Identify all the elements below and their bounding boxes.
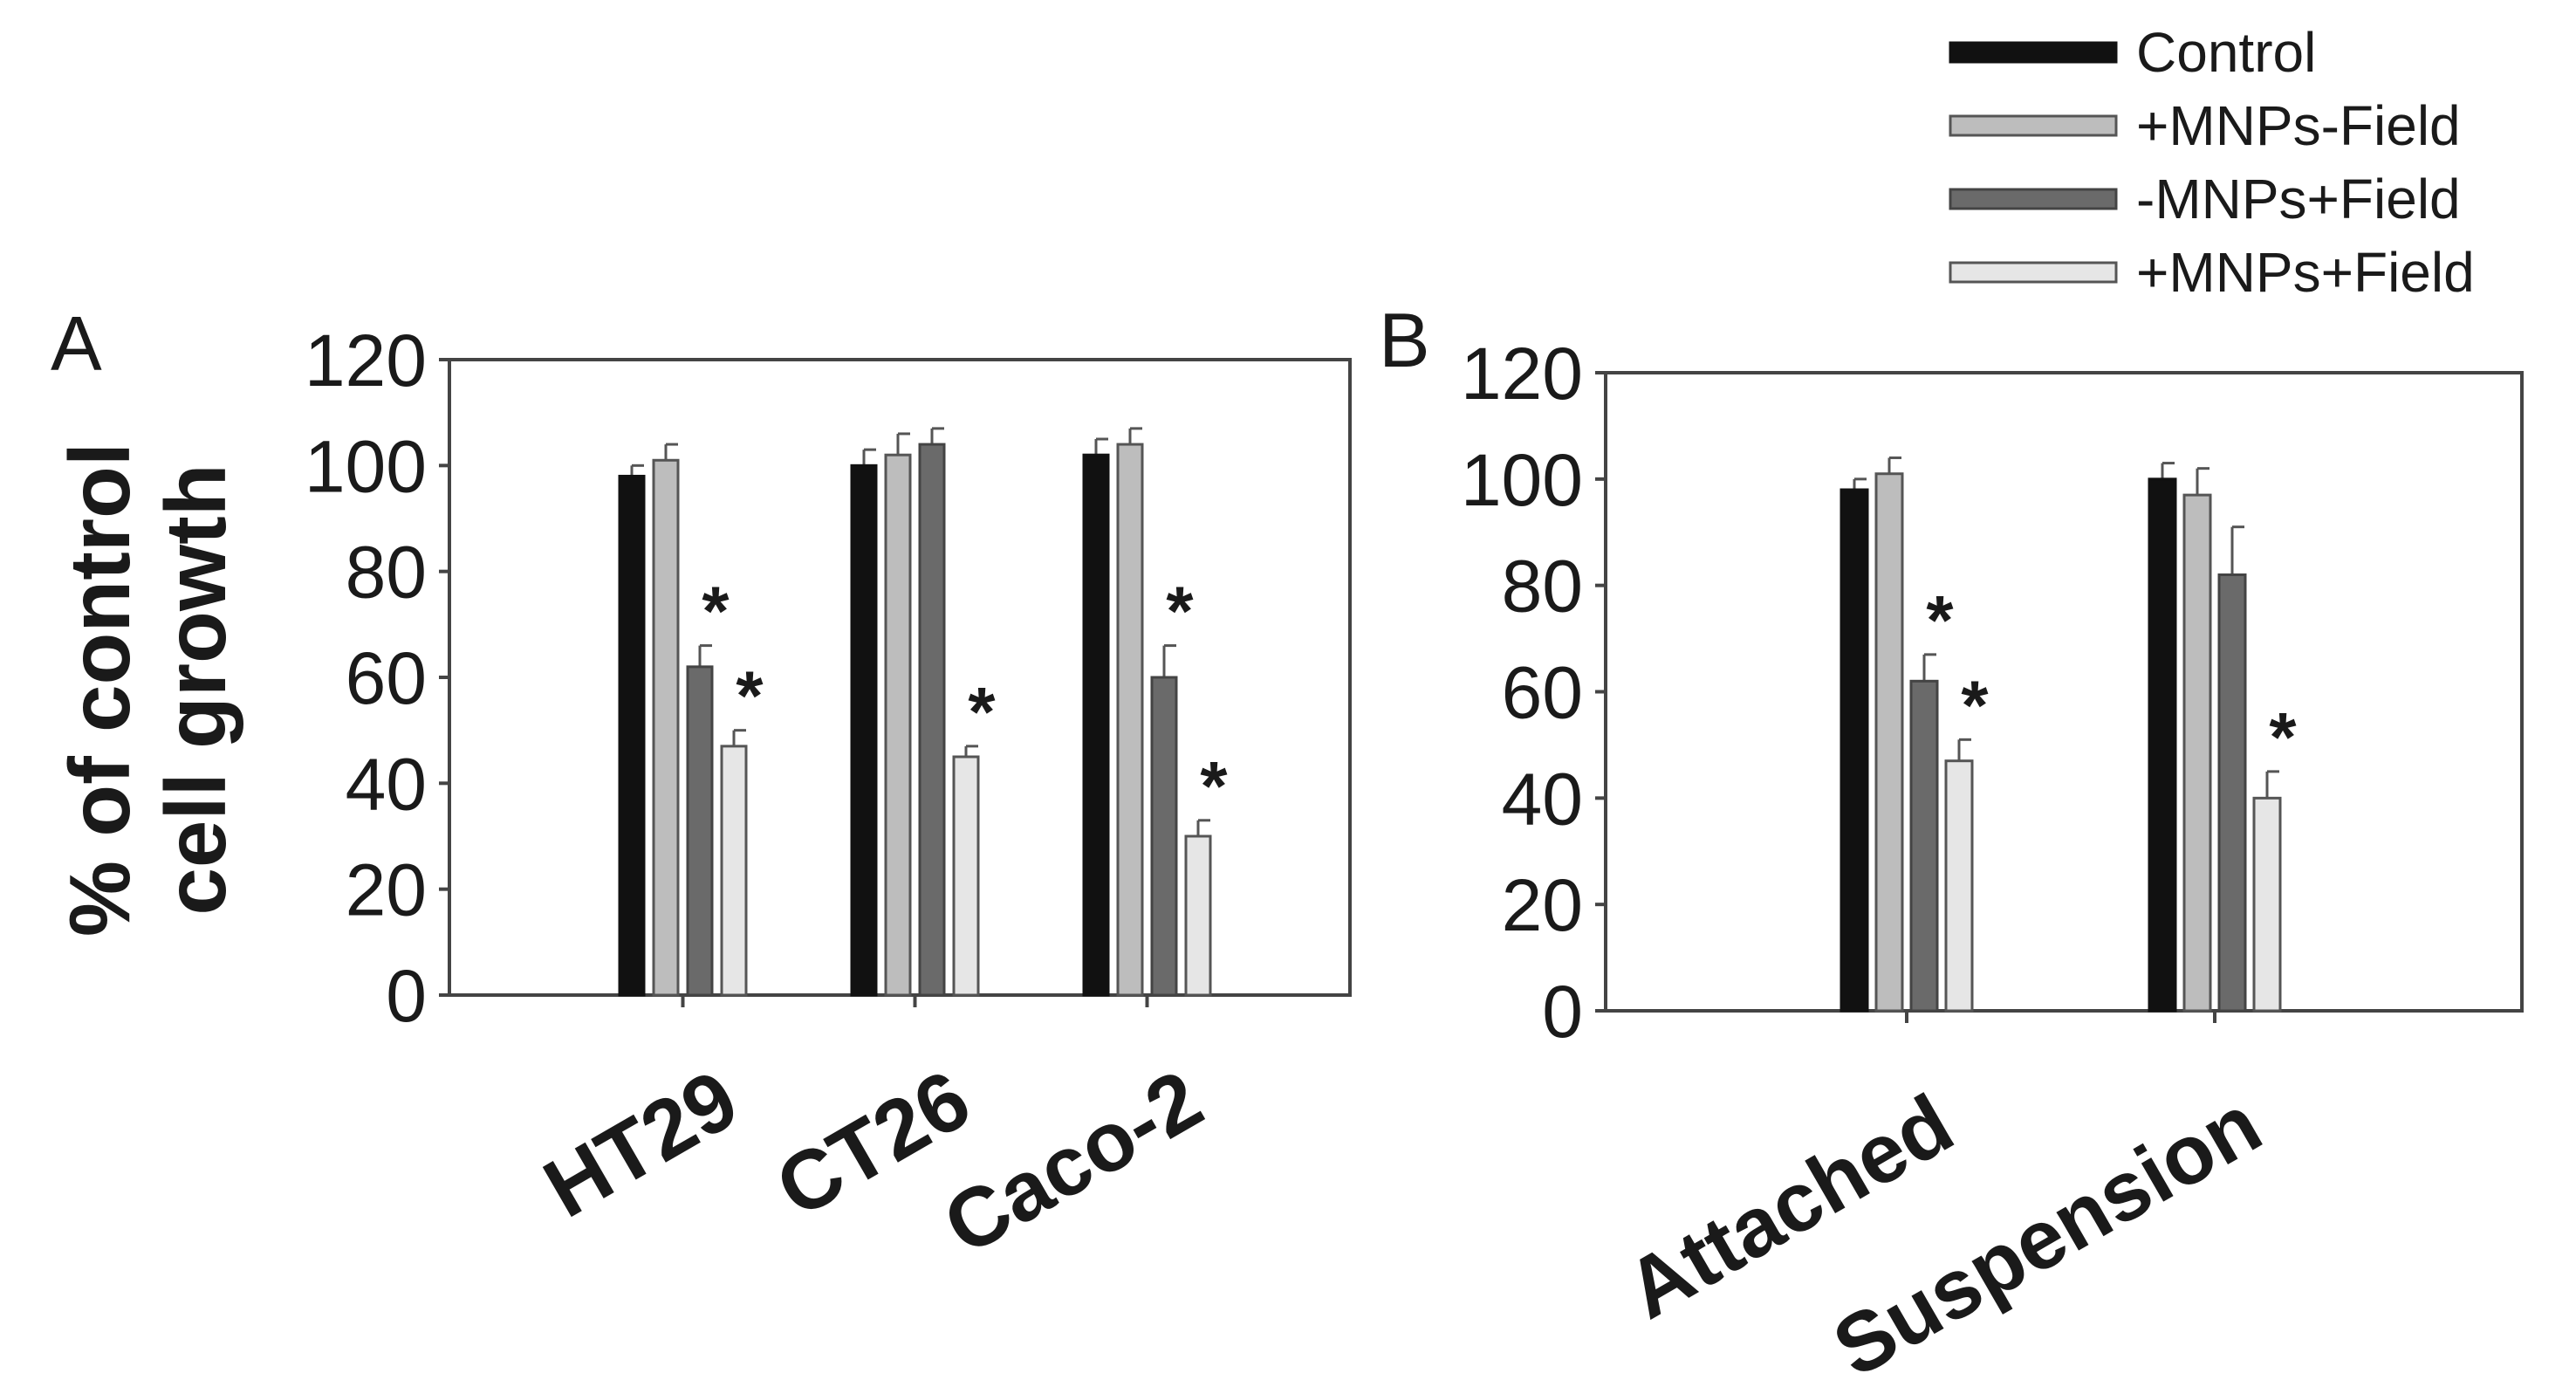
legend-label-mnps-field: +MNPs-Field xyxy=(2136,94,2461,157)
bar-ht29-control xyxy=(618,474,646,997)
bar-ct26-mnps-field xyxy=(884,453,912,997)
y-tick-label: 100 xyxy=(305,425,427,507)
significance-star: * xyxy=(1926,581,1954,659)
bar-suspension-control xyxy=(2148,477,2177,1013)
significance-star: * xyxy=(1961,666,1989,744)
bar-ct26-mnps-field xyxy=(918,443,946,997)
y-tick-label: 20 xyxy=(1502,864,1583,946)
y-tick-label: 60 xyxy=(346,637,427,719)
bar-attached-control xyxy=(1840,488,1869,1013)
significance-star: * xyxy=(736,657,764,735)
y-tick-label: 0 xyxy=(386,955,427,1037)
bar-suspension-mnps-field xyxy=(2182,493,2212,1013)
legend-label-control: Control xyxy=(2136,21,2316,84)
legend-swatch-control xyxy=(1949,41,2118,64)
bar-caco-2-control xyxy=(1082,453,1110,997)
legend-swatch-mnps-field xyxy=(1949,261,2118,284)
significance-star: * xyxy=(702,573,730,650)
y-tick-label: 80 xyxy=(1502,546,1583,628)
significance-star: * xyxy=(2269,698,2297,776)
category-label-caco-2: Caco-2 xyxy=(928,1053,1217,1274)
bar-caco-2-mnps-field xyxy=(1184,834,1212,997)
y-tick-label: 120 xyxy=(1461,333,1583,415)
bar-ct26-control xyxy=(850,463,878,997)
bar-ht29-mnps-field xyxy=(686,665,714,997)
panel-b-letter: B xyxy=(1379,297,1430,383)
y-tick-label: 120 xyxy=(305,319,427,402)
legend-swatch-mnps-field xyxy=(1949,188,2118,210)
significance-star: * xyxy=(1166,573,1194,650)
category-label-ht29: HT29 xyxy=(529,1053,753,1236)
bar-ht29-mnps-field xyxy=(652,458,680,997)
y-axis-label-line2: cell growth xyxy=(147,463,243,915)
bar-attached-mnps-field xyxy=(1874,472,1904,1013)
y-tick-label: 40 xyxy=(1502,758,1583,840)
bar-suspension-mnps-field xyxy=(2252,796,2282,1013)
y-tick-label: 60 xyxy=(1502,652,1583,734)
bar-ct26-mnps-field xyxy=(952,755,980,997)
y-tick-label: 0 xyxy=(1542,971,1583,1053)
plot-frame xyxy=(1604,371,2524,1013)
y-tick-label: 100 xyxy=(1461,439,1583,521)
legend-label-mnps-field: -MNPs+Field xyxy=(2136,168,2461,230)
y-tick-label: 20 xyxy=(346,849,427,931)
bar-caco-2-mnps-field xyxy=(1116,443,1144,997)
y-tick-label: 40 xyxy=(346,743,427,825)
significance-star: * xyxy=(968,673,996,751)
legend-swatch-mnps-field xyxy=(1949,114,2118,137)
bar-attached-mnps-field xyxy=(1944,759,1974,1013)
legend: Control +MNPs-Field -MNPs+Field +MNPs+Field xyxy=(1949,21,2475,304)
y-tick-label: 80 xyxy=(346,532,427,614)
bar-caco-2-mnps-field xyxy=(1150,676,1178,997)
bar-suspension-mnps-field xyxy=(2217,573,2247,1013)
bar-attached-mnps-field xyxy=(1909,679,1939,1013)
legend-label-mnps-field: +MNPs+Field xyxy=(2136,241,2475,304)
significance-star: * xyxy=(1200,747,1228,825)
panel-a-letter: A xyxy=(51,300,102,387)
y-axis-label-line1: % of control xyxy=(51,443,147,937)
bar-ht29-mnps-field xyxy=(720,745,748,997)
